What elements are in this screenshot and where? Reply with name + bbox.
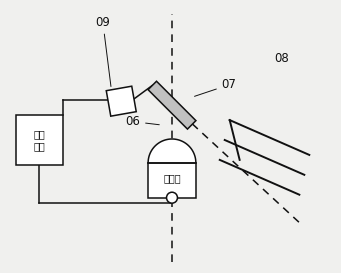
Bar — [16, 115, 62, 165]
Circle shape — [166, 192, 177, 203]
Text: 09: 09 — [95, 16, 111, 87]
Text: 电子: 电子 — [33, 129, 45, 139]
Polygon shape — [148, 81, 196, 129]
Text: 08: 08 — [275, 52, 289, 65]
Polygon shape — [106, 86, 136, 116]
Bar — [148, 163, 196, 198]
Text: 电路: 电路 — [33, 141, 45, 151]
Text: 07: 07 — [194, 78, 237, 96]
Text: 激光源: 激光源 — [163, 173, 181, 183]
Text: 06: 06 — [125, 115, 159, 128]
